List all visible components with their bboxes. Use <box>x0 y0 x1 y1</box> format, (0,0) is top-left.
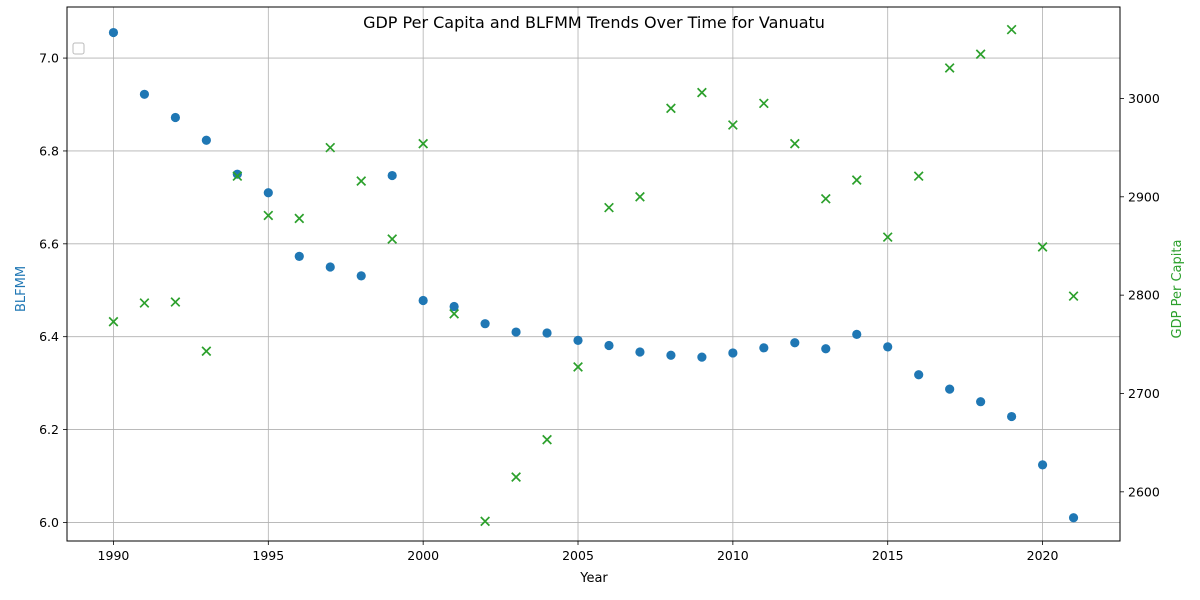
x-tick-label: 2015 <box>872 548 904 563</box>
blfmm-point <box>759 343 769 353</box>
blfmm-point <box>697 352 707 362</box>
gdp-point <box>882 232 893 243</box>
x-axis-label: Year <box>579 571 608 586</box>
plot-frame <box>66 6 1121 542</box>
blfmm-point <box>1037 460 1048 470</box>
right-tick-label: 2900 <box>1128 189 1160 204</box>
blfmm-series <box>108 27 1079 523</box>
gdp-point <box>666 103 676 114</box>
gdp-point <box>232 171 243 182</box>
blfmm-point <box>325 262 335 272</box>
chart-title: GDP Per Capita and BLFMM Trends Over Tim… <box>363 13 825 32</box>
gdp-point <box>542 434 552 445</box>
gdp-point <box>758 98 769 109</box>
left-tick-label: 6.8 <box>39 143 59 158</box>
gdp-point <box>325 142 336 153</box>
gdp-point <box>851 175 862 185</box>
gdp-point <box>1068 291 1079 302</box>
gdp-series <box>108 24 1079 527</box>
gdp-point <box>511 472 521 482</box>
gdp-point <box>975 49 986 60</box>
blfmm-point <box>821 344 831 354</box>
blfmm-point <box>108 27 119 38</box>
gdp-point <box>294 213 305 224</box>
right-tick-label: 3000 <box>1128 91 1160 106</box>
blfmm-point <box>976 397 986 407</box>
gdp-point <box>201 346 212 357</box>
x-tick-label: 2010 <box>717 548 749 563</box>
gdp-point <box>387 234 398 244</box>
blfmm-point <box>542 328 552 338</box>
gdp-point <box>913 171 924 182</box>
gdp-point <box>418 138 429 149</box>
blfmm-point <box>511 327 521 337</box>
gdp-point <box>139 298 150 308</box>
gdp-point <box>789 138 800 149</box>
gdp-point <box>356 176 367 186</box>
blfmm-point <box>139 89 150 99</box>
blfmm-point <box>914 370 924 380</box>
gdp-point <box>696 87 707 98</box>
gdp-point <box>820 193 831 204</box>
gdp-point <box>604 202 614 213</box>
left-tick-label: 7.0 <box>39 51 59 66</box>
gdp-point <box>170 297 181 307</box>
blfmm-point <box>573 335 583 346</box>
blfmm-point <box>883 342 893 352</box>
gdp-point <box>727 120 738 130</box>
gdp-point <box>449 308 460 319</box>
blfmm-point <box>294 251 304 261</box>
blfmm-point <box>170 112 180 123</box>
x-tick-label: 2000 <box>407 548 439 563</box>
gdp-point <box>573 362 583 372</box>
right-tick-label: 2800 <box>1128 288 1160 303</box>
gdp-point <box>1006 24 1017 35</box>
blfmm-point <box>232 169 242 179</box>
blfmm-point <box>852 329 862 339</box>
x-axis-ticks: 1990 1995 2000 2005 2010 2015 2020 <box>98 541 1059 563</box>
gdp-point <box>635 191 645 202</box>
blfmm-point <box>604 340 614 351</box>
legend-box <box>72 42 85 55</box>
left-tick-label: 6.4 <box>39 329 59 344</box>
blfmm-point <box>1007 411 1017 422</box>
grid-lines <box>67 7 1120 541</box>
right-axis-label: GDP Per Capita <box>1170 240 1185 339</box>
blfmm-point <box>666 350 676 360</box>
left-tick-label: 6.2 <box>39 422 59 437</box>
gdp-point <box>944 63 955 73</box>
gdp-point <box>1037 242 1048 252</box>
blfmm-point <box>945 384 955 394</box>
right-axis-ticks: 2600 2700 2800 2900 3000 <box>1120 91 1160 499</box>
right-tick-label: 2600 <box>1128 484 1160 499</box>
blfmm-point <box>1068 513 1079 523</box>
gdp-point <box>263 210 274 221</box>
blfmm-point <box>387 170 397 181</box>
gdp-point <box>480 516 491 527</box>
blfmm-point <box>418 295 428 306</box>
x-tick-label: 1995 <box>252 548 284 563</box>
blfmm-point <box>728 348 738 358</box>
blfmm-point <box>263 188 273 198</box>
left-tick-label: 6.0 <box>39 515 59 530</box>
blfmm-point <box>790 338 800 348</box>
blfmm-point <box>635 347 645 357</box>
left-axis-label: BLFMM <box>14 266 29 312</box>
blfmm-point <box>449 301 459 312</box>
left-tick-label: 6.6 <box>39 236 59 251</box>
x-tick-label: 2020 <box>1027 548 1059 563</box>
x-tick-label: 2005 <box>562 548 594 563</box>
x-tick-label: 1990 <box>98 548 130 563</box>
right-tick-label: 2700 <box>1128 386 1160 401</box>
gdp-point <box>108 316 119 327</box>
left-axis-ticks: 6.0 6.2 6.4 6.6 6.8 7.0 <box>39 51 67 530</box>
blfmm-point <box>356 271 366 281</box>
blfmm-point <box>201 135 211 145</box>
blfmm-point <box>480 319 490 329</box>
